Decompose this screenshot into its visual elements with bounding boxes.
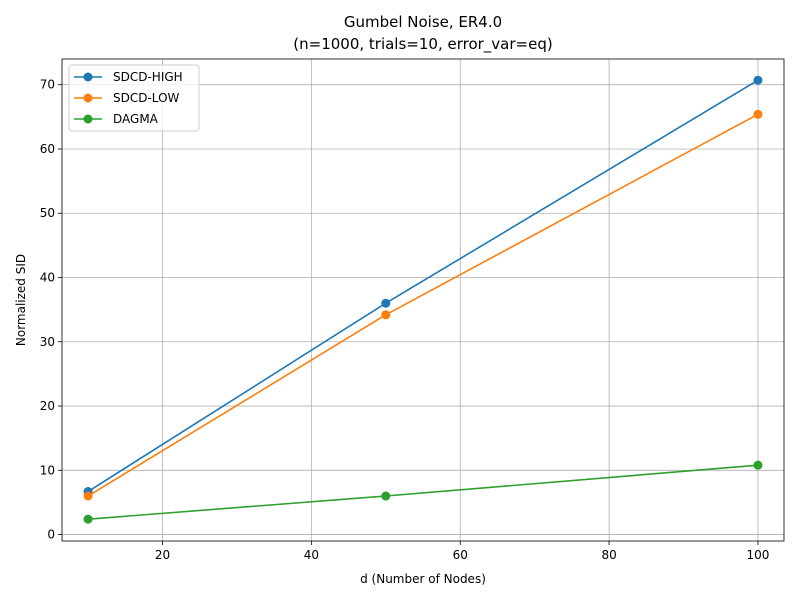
y-tick-label: 30 [40,335,55,349]
series-layer [83,75,763,524]
y-axis-label: Normalized SID [14,254,28,346]
grid-lines [62,59,784,541]
legend-label-sdcd-low: SDCD-LOW [113,91,180,105]
legend-marker-sdcd-low [83,93,93,103]
data-point-sdcd-low [381,310,391,320]
legend-marker-dagma [83,114,93,124]
legend-label-sdcd-high: SDCD-HIGH [113,70,183,84]
legend-box [68,64,200,132]
legend-marker-sdcd-high [83,72,93,82]
x-tick-label: 60 [453,548,468,562]
data-point-sdcd-low [753,109,763,119]
data-point-sdcd-high [753,75,763,85]
y-tick-label: 0 [47,528,55,542]
series-dagma [83,460,763,524]
data-point-sdcd-high [381,298,391,308]
legend: SDCD-HIGH SDCD-LOW DAGMA [68,64,200,132]
legend-label-dagma: DAGMA [113,112,159,126]
data-point-dagma [83,514,93,524]
data-point-sdcd-low [83,491,93,501]
plot-frame [61,58,785,542]
y-tick-label: 50 [40,206,55,220]
x-tick-label: 80 [601,548,616,562]
y-axis: 0 10 20 30 40 50 60 70 [40,78,62,542]
y-tick-label: 20 [40,399,55,413]
data-point-dagma [381,491,391,501]
x-tick-label: 100 [746,548,769,562]
series-sdcd-low [83,109,763,501]
x-axis: 20 40 60 80 100 [155,541,769,562]
chart-subtitle: (n=1000, trials=10, error_var=eq) [293,35,552,54]
y-tick-label: 70 [40,78,55,92]
y-tick-label: 10 [40,463,55,477]
y-tick-label: 60 [40,142,55,156]
chart-title: Gumbel Noise, ER4.0 [344,13,502,31]
data-point-dagma [753,460,763,470]
x-tick-label: 20 [155,548,170,562]
y-tick-label: 40 [40,271,55,285]
x-tick-label: 40 [304,548,319,562]
x-axis-label: d (Number of Nodes) [360,572,486,586]
